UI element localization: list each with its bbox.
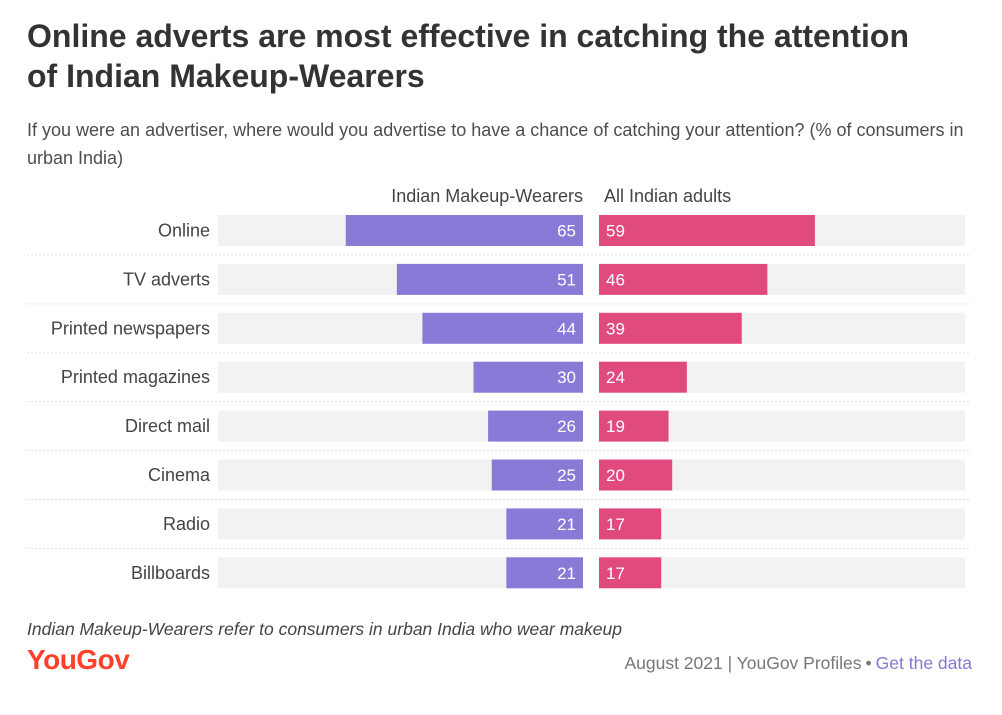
data-label-makeup-wearers: 21 [557, 564, 576, 583]
data-label-makeup-wearers: 51 [557, 270, 576, 289]
bar-all-adults [599, 459, 673, 491]
data-label-makeup-wearers: 65 [557, 222, 576, 241]
get-the-data-link[interactable]: Get the data [875, 653, 972, 673]
data-label-makeup-wearers: 44 [557, 319, 576, 338]
category-label: Printed magazines [61, 367, 210, 387]
data-label-all-adults: 17 [606, 515, 625, 534]
category-label: Radio [163, 514, 210, 534]
chart-title: Online adverts are most effective in cat… [27, 18, 909, 94]
data-label-all-adults: 17 [606, 564, 625, 583]
footer-separator: • [865, 653, 872, 673]
data-label-all-adults: 39 [606, 319, 625, 338]
legend-makeup-wearers: Indian Makeup-Wearers [391, 186, 583, 206]
data-label-all-adults: 46 [606, 270, 625, 289]
bar-makeup-wearers [491, 459, 583, 491]
bar-makeup-wearers [488, 410, 583, 442]
category-label: Online [158, 221, 210, 241]
footer: August 2021 | YouGov Profiles • Get the da… [624, 653, 972, 674]
bar-makeup-wearers [345, 215, 583, 246]
chart-subtitle: If you were an advertiser, where would y… [27, 120, 964, 168]
bar-all-adults [599, 557, 662, 589]
category-label: TV adverts [123, 269, 210, 289]
data-label-makeup-wearers: 25 [557, 466, 576, 485]
bar-makeup-wearers [506, 557, 583, 589]
yougov-logo: YouGov [27, 644, 130, 675]
category-label: Billboards [131, 563, 210, 583]
data-label-makeup-wearers: 30 [557, 368, 576, 387]
category-label: Cinema [148, 465, 211, 485]
data-label-all-adults: 59 [606, 222, 625, 241]
data-label-all-adults: 19 [606, 417, 625, 436]
data-label-all-adults: 24 [606, 368, 625, 387]
bar-makeup-wearers [422, 312, 583, 344]
data-label-makeup-wearers: 21 [557, 515, 576, 534]
bar-makeup-wearers [473, 361, 583, 393]
source-text: August 2021 | YouGov Profiles [624, 653, 862, 673]
bar-all-adults [599, 312, 742, 344]
bar-all-adults [599, 361, 687, 393]
bar-all-adults [599, 508, 662, 540]
bar-all-adults [599, 263, 768, 295]
bar-makeup-wearers [396, 263, 583, 295]
legend-all-adults: All Indian adults [604, 186, 732, 206]
category-label: Direct mail [125, 416, 210, 436]
bar-chart: Online 65 59 TV adverts 51 46 Printed newspape… [27, 215, 970, 589]
data-label-all-adults: 20 [606, 466, 625, 485]
footnote: Indian Makeup-Wearers refer to consumers… [27, 619, 622, 639]
bar-makeup-wearers [506, 508, 583, 540]
category-label: Printed newspapers [51, 318, 210, 338]
bar-all-adults [599, 410, 669, 442]
bar-all-adults [599, 215, 815, 246]
data-label-makeup-wearers: 26 [557, 417, 576, 436]
